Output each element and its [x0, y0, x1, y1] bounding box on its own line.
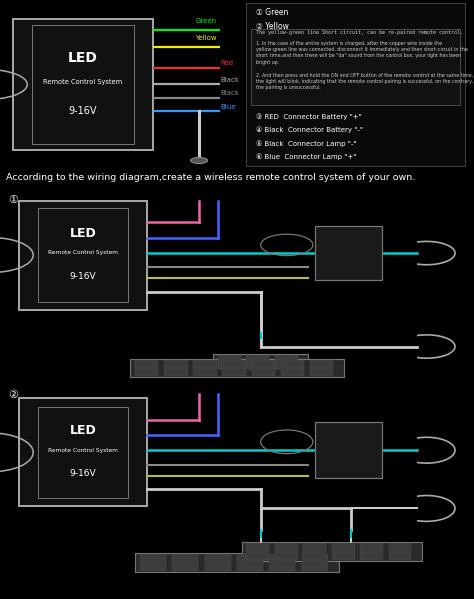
Text: Black: Black [220, 77, 239, 83]
Text: According to the wiring diagram,create a wireless remote control system of your : According to the wiring diagram,create a… [6, 173, 415, 183]
Bar [246, 355, 269, 369]
Text: The yellow-green line Short circuit, can be re-paired remote control.: The yellow-green line Short circuit, can… [256, 31, 463, 35]
Bar [172, 553, 198, 571]
Bar [269, 553, 295, 571]
Bar [38, 407, 128, 498]
Text: ②: ② [9, 390, 18, 400]
Bar [246, 4, 465, 165]
Bar [252, 360, 275, 376]
Text: 9-16V: 9-16V [70, 273, 96, 282]
Bar [275, 543, 298, 560]
Text: Green: Green [196, 17, 217, 23]
Text: 9-16V: 9-16V [70, 470, 96, 479]
Text: ② Yellow: ② Yellow [256, 22, 289, 31]
Bar [140, 553, 166, 571]
Text: ① Green: ① Green [256, 8, 288, 17]
Bar [218, 355, 241, 369]
Text: Remote Control System: Remote Control System [44, 79, 122, 85]
Text: LED: LED [70, 424, 96, 437]
Bar [135, 553, 339, 572]
Bar [302, 553, 328, 571]
Bar [303, 543, 326, 560]
Bar [130, 359, 344, 377]
Bar [360, 543, 383, 560]
Bar [389, 543, 411, 560]
Text: 1. In the case of the entire system is charged, after the copper wire inside the: 1. In the case of the entire system is c… [256, 41, 474, 90]
Text: Remote Control System: Remote Control System [48, 447, 118, 453]
Text: ③ RED  Connector Battery "+": ③ RED Connector Battery "+" [256, 113, 362, 120]
Text: Black: Black [220, 90, 239, 96]
Bar [242, 542, 422, 561]
Bar [19, 398, 147, 506]
Bar [246, 543, 269, 560]
Bar [193, 360, 217, 376]
Text: ①: ① [9, 195, 18, 205]
Text: Red: Red [220, 60, 233, 66]
Text: Yellow: Yellow [195, 35, 217, 41]
Bar [135, 360, 158, 376]
Text: LED: LED [70, 226, 96, 240]
Text: 9-16V: 9-16V [69, 106, 97, 116]
Bar [275, 355, 298, 369]
Bar [164, 360, 188, 376]
Bar [205, 553, 230, 571]
Text: Blue: Blue [220, 104, 236, 110]
Text: ④ Black  Connector Battery "-": ④ Black Connector Battery "-" [256, 126, 363, 133]
Text: LED: LED [68, 51, 98, 65]
Bar [32, 25, 134, 144]
Bar [19, 201, 147, 310]
Text: Remote Control System: Remote Control System [48, 250, 118, 255]
Bar [237, 553, 263, 571]
Text: ⑤ Black  Connector Lamp "-": ⑤ Black Connector Lamp "-" [256, 140, 356, 147]
Bar [315, 422, 382, 478]
Bar [315, 226, 382, 280]
Bar [332, 543, 355, 560]
Bar [213, 355, 308, 370]
Bar [281, 360, 304, 376]
Bar [13, 19, 153, 150]
Bar [38, 208, 128, 302]
Bar [222, 360, 246, 376]
Circle shape [191, 158, 208, 164]
Bar [310, 360, 333, 376]
Bar [251, 29, 460, 105]
Text: ⑥ Blue  Connector Lamp "+": ⑥ Blue Connector Lamp "+" [256, 154, 356, 161]
